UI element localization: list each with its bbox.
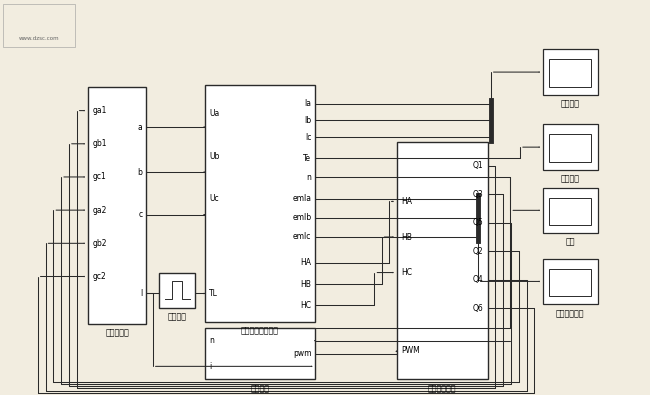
Text: Ua: Ua (209, 109, 220, 118)
Text: Q3: Q3 (473, 190, 484, 199)
Text: 三相逆变桥: 三相逆变桥 (105, 329, 129, 338)
Text: l: l (140, 289, 142, 297)
Text: Te: Te (304, 154, 311, 163)
Text: 直流无刷电机模块: 直流无刷电机模块 (241, 327, 279, 336)
Text: Ic: Ic (305, 133, 311, 141)
Text: emlc: emlc (293, 232, 311, 241)
Text: HA: HA (300, 258, 311, 267)
Text: Ia: Ia (304, 100, 311, 108)
Bar (549, 134, 592, 162)
Bar (543, 124, 598, 170)
Text: n: n (307, 173, 311, 182)
Bar (88, 87, 146, 324)
Text: a: a (138, 123, 142, 132)
Bar (205, 328, 315, 379)
Text: Q5: Q5 (473, 218, 484, 227)
Text: b: b (138, 168, 142, 177)
Text: Q1: Q1 (473, 162, 484, 170)
Text: 三相电流: 三相电流 (561, 100, 580, 109)
Text: gc1: gc1 (92, 173, 106, 181)
Text: n: n (209, 336, 215, 345)
Bar (543, 49, 598, 95)
Text: HA: HA (401, 197, 412, 206)
Text: pwm: pwm (293, 349, 311, 358)
Text: gb2: gb2 (92, 239, 107, 248)
Text: HB: HB (401, 233, 412, 241)
Text: www.dzsc.com: www.dzsc.com (19, 36, 59, 41)
Text: gb1: gb1 (92, 139, 107, 148)
Text: Ib: Ib (304, 116, 311, 125)
Text: 逻辑换相模块: 逻辑换相模块 (428, 384, 456, 393)
Bar (396, 142, 488, 379)
Text: 电磁转矩: 电磁转矩 (561, 175, 580, 184)
Text: 负载转矩: 负载转矩 (168, 313, 187, 322)
Text: 三相反电动势: 三相反电动势 (556, 309, 584, 318)
Bar (3, 4, 75, 47)
Text: PWM: PWM (401, 346, 420, 355)
Bar (159, 273, 195, 308)
Text: c: c (138, 211, 142, 219)
Bar (543, 188, 598, 233)
Text: emlb: emlb (292, 213, 311, 222)
Text: Q4: Q4 (473, 275, 484, 284)
Bar (549, 198, 592, 225)
Text: HB: HB (300, 280, 311, 288)
Text: 控制模块: 控制模块 (250, 384, 270, 393)
Text: emla: emla (292, 194, 311, 203)
Bar (543, 259, 598, 304)
Text: Q6: Q6 (473, 304, 484, 312)
Text: i: i (209, 362, 211, 371)
Text: ga1: ga1 (92, 106, 107, 115)
Text: HC: HC (401, 268, 412, 277)
Text: gc2: gc2 (92, 272, 106, 281)
Text: Uc: Uc (209, 194, 219, 203)
Bar (549, 59, 592, 87)
Text: Q2: Q2 (473, 247, 484, 256)
Bar (205, 85, 315, 322)
Text: ga2: ga2 (92, 206, 107, 214)
Text: TL: TL (209, 289, 218, 298)
Text: HC: HC (300, 301, 311, 310)
Text: 转速: 转速 (566, 238, 575, 247)
Bar (549, 269, 592, 296)
Text: Ub: Ub (209, 152, 220, 160)
